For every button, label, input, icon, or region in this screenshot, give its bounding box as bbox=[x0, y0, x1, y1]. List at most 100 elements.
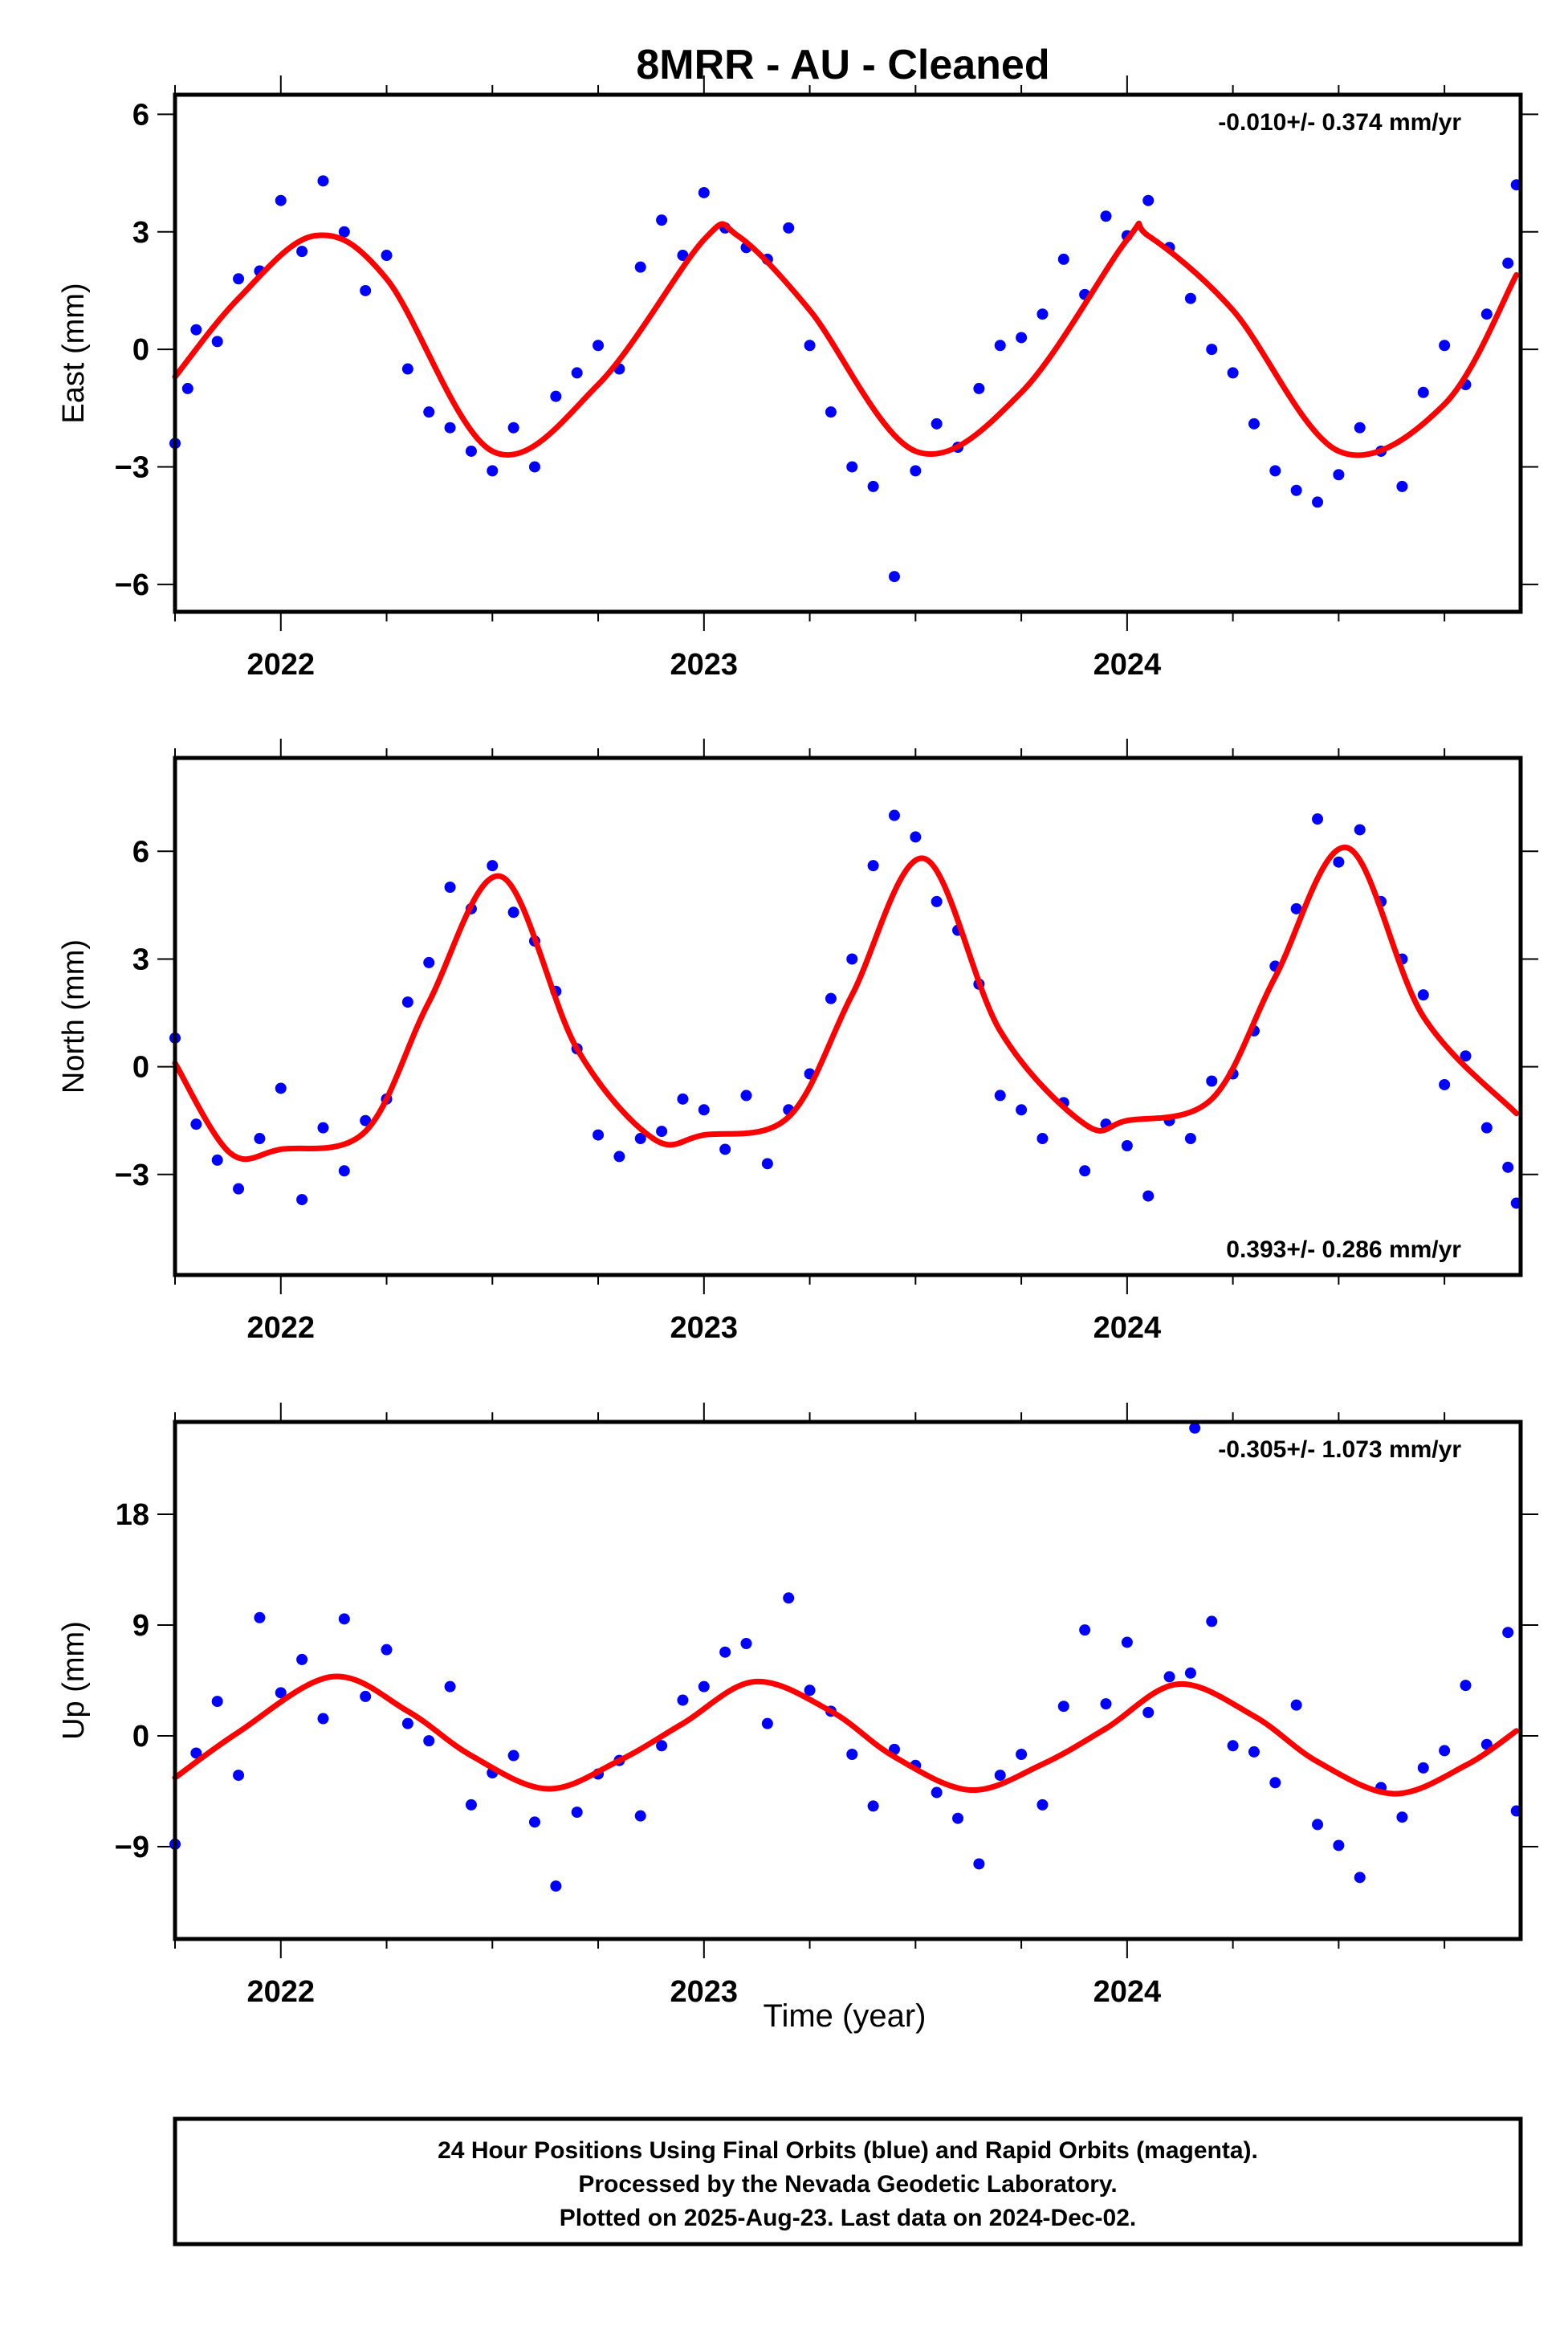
data-point bbox=[550, 1880, 562, 1892]
data-point bbox=[275, 1687, 287, 1699]
data-point bbox=[994, 1770, 1006, 1782]
data-point bbox=[994, 1090, 1006, 1102]
data-point bbox=[1227, 367, 1239, 379]
data-point bbox=[761, 1158, 773, 1170]
figure-title: 8MRR - AU - Cleaned bbox=[636, 42, 1049, 88]
data-point bbox=[571, 1807, 583, 1819]
footer-line-3: Plotted on 2025-Aug-23. Last data on 202… bbox=[560, 2205, 1137, 2231]
data-point bbox=[1333, 856, 1345, 868]
y-axis-label: East (mm) bbox=[57, 283, 91, 423]
x-tick-label: 2023 bbox=[670, 1311, 739, 1345]
data-point bbox=[634, 1810, 646, 1822]
x-tick-label: 2024 bbox=[1094, 1311, 1162, 1345]
data-point bbox=[423, 406, 435, 418]
data-point bbox=[1333, 1839, 1345, 1851]
data-point bbox=[994, 340, 1006, 352]
data-point bbox=[1396, 1811, 1408, 1823]
y-tick-label: −9 bbox=[115, 1831, 149, 1864]
data-point bbox=[1037, 1798, 1049, 1811]
data-point bbox=[613, 1151, 625, 1163]
data-point bbox=[761, 1717, 773, 1729]
data-point bbox=[550, 390, 562, 402]
data-point bbox=[423, 1735, 435, 1747]
data-point bbox=[910, 831, 922, 843]
y-axis-label: Up (mm) bbox=[57, 1621, 91, 1740]
data-point bbox=[317, 175, 329, 187]
data-point bbox=[719, 1646, 731, 1658]
x-tick-label: 2022 bbox=[246, 1975, 315, 2009]
x-tick-label: 2024 bbox=[1094, 648, 1162, 682]
data-point bbox=[571, 367, 583, 379]
data-point bbox=[1290, 1699, 1302, 1711]
data-point bbox=[656, 1126, 668, 1138]
data-point bbox=[1206, 1075, 1218, 1087]
data-point bbox=[1439, 1078, 1451, 1090]
data-point bbox=[973, 382, 985, 394]
data-point bbox=[401, 363, 413, 375]
data-point bbox=[487, 860, 499, 872]
y-tick-label: 0 bbox=[132, 1720, 149, 1754]
rate-annotation: 0.393+/- 0.286 mm/yr bbox=[1226, 1236, 1461, 1263]
data-point bbox=[1037, 308, 1049, 320]
data-point bbox=[1142, 1190, 1155, 1202]
data-point bbox=[867, 1800, 879, 1812]
data-point bbox=[698, 1104, 710, 1116]
data-point bbox=[1439, 1745, 1451, 1757]
y-tick-label: −6 bbox=[115, 568, 149, 602]
footer-box bbox=[173, 2116, 1523, 2246]
data-point bbox=[1269, 465, 1281, 477]
data-point bbox=[444, 882, 456, 893]
data-point bbox=[1100, 1698, 1112, 1710]
y-tick-label: 0 bbox=[132, 333, 149, 367]
data-point bbox=[1396, 480, 1408, 492]
data-point bbox=[593, 1129, 605, 1141]
data-point bbox=[507, 1750, 519, 1762]
data-point bbox=[296, 1653, 308, 1665]
data-point bbox=[317, 1713, 329, 1725]
data-point bbox=[423, 956, 435, 968]
data-point bbox=[783, 1592, 795, 1604]
data-point bbox=[867, 480, 879, 492]
data-point bbox=[1290, 902, 1302, 914]
data-point bbox=[211, 336, 223, 348]
rate-annotation: -0.010+/- 0.374 mm/yr bbox=[1218, 109, 1461, 136]
data-point bbox=[593, 340, 605, 352]
data-point bbox=[1502, 1161, 1514, 1173]
data-point bbox=[952, 1812, 964, 1824]
data-point bbox=[1502, 1627, 1514, 1639]
data-point bbox=[190, 1747, 202, 1759]
data-point bbox=[254, 1611, 266, 1623]
data-point bbox=[317, 1122, 329, 1134]
data-point bbox=[1480, 1122, 1493, 1134]
data-point bbox=[1057, 253, 1069, 265]
data-point bbox=[719, 1143, 731, 1155]
y-tick-label: −3 bbox=[115, 1159, 149, 1192]
data-point bbox=[381, 250, 393, 262]
data-point bbox=[190, 324, 202, 336]
x-tick-label: 2024 bbox=[1094, 1975, 1162, 2009]
data-point bbox=[275, 1082, 287, 1094]
data-point bbox=[296, 1194, 308, 1206]
x-tick-label: 2023 bbox=[670, 1975, 739, 2009]
data-point bbox=[1206, 344, 1218, 356]
data-point bbox=[1079, 1624, 1091, 1636]
data-point bbox=[1037, 1133, 1049, 1145]
data-point bbox=[1163, 1671, 1175, 1683]
data-point bbox=[910, 465, 922, 477]
y-tick-label: 3 bbox=[132, 943, 149, 976]
data-point bbox=[1121, 1140, 1133, 1151]
data-point bbox=[1184, 1133, 1196, 1145]
data-point bbox=[931, 895, 943, 907]
x-axis-label: Time (year) bbox=[764, 1998, 927, 2034]
data-point bbox=[1312, 496, 1324, 508]
data-point bbox=[846, 1749, 858, 1760]
data-point bbox=[360, 1690, 372, 1702]
data-point bbox=[1142, 1706, 1155, 1718]
data-point bbox=[233, 273, 245, 285]
data-point bbox=[1184, 1667, 1196, 1679]
data-point bbox=[528, 461, 540, 473]
data-point bbox=[656, 214, 668, 226]
data-point bbox=[254, 1133, 266, 1145]
data-point bbox=[1460, 1680, 1472, 1692]
